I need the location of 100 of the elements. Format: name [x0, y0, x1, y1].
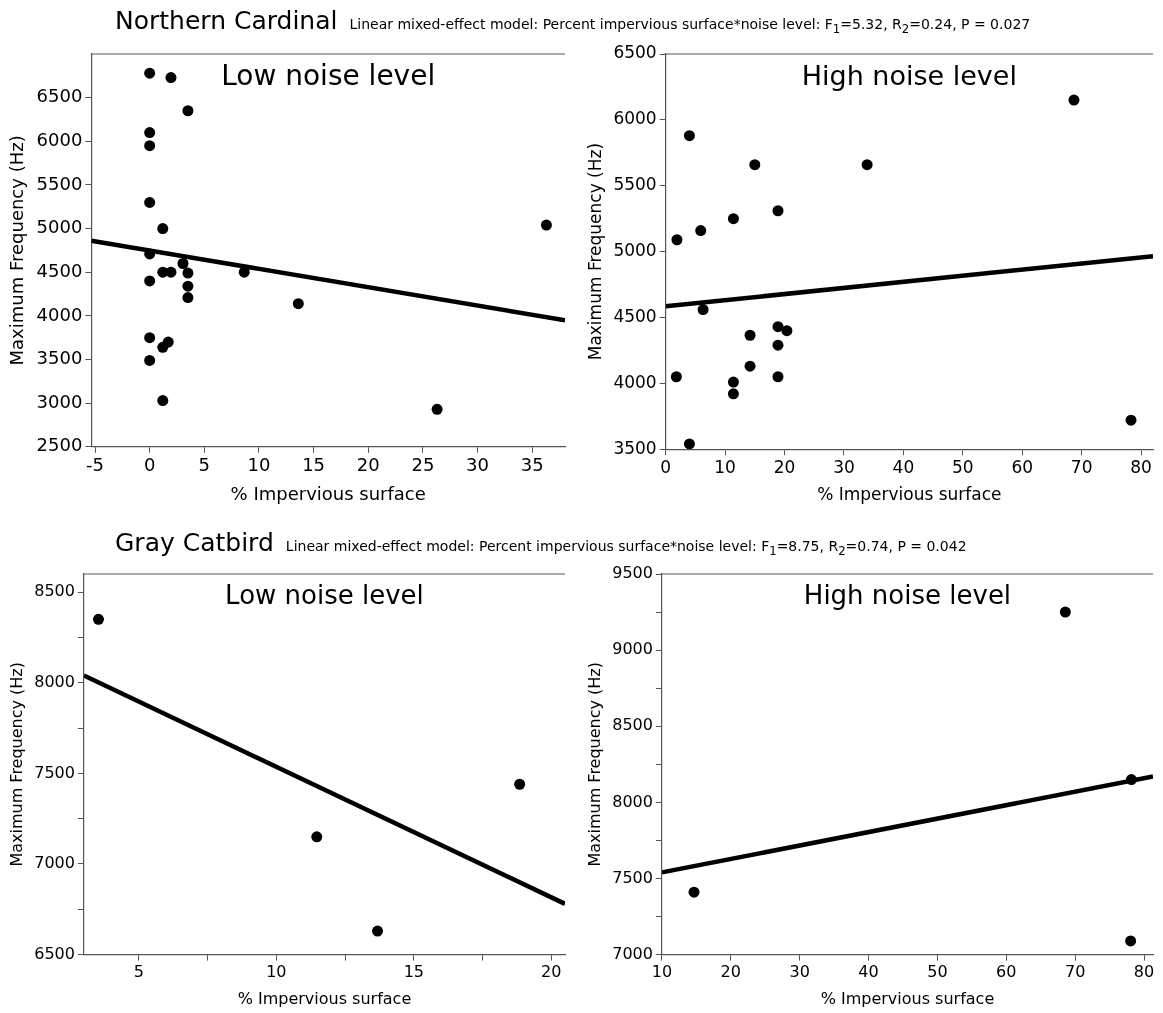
point [781, 325, 793, 337]
y-tick-label: 4000 [36, 303, 83, 325]
y-axis-title: Maximum Frequency (Hz) [6, 135, 28, 366]
point [727, 213, 739, 225]
y-tick-label: 4000 [613, 371, 657, 392]
x-axis-title: % Impervious surface [817, 484, 1002, 505]
point [157, 223, 169, 235]
y-tick-label: 3500 [613, 437, 657, 458]
y-tick-label: 3500 [36, 347, 83, 369]
point [683, 438, 695, 450]
y-tick-label: 3000 [36, 390, 83, 412]
text: Linear mixed-effect model: Percent impervious surface*noise level: F$_{1}$=5.32, R$_{2}$=0.24, P = 0.027 [349, 16, 1031, 36]
x-tick-label: 40 [858, 962, 879, 982]
point [697, 304, 709, 316]
point [292, 298, 304, 310]
point [744, 360, 756, 372]
point [670, 371, 682, 383]
x-tick-label: 30 [833, 456, 855, 477]
point [144, 196, 156, 208]
point [182, 105, 194, 117]
y-tick-label: 6000 [613, 108, 657, 129]
point [144, 275, 156, 287]
y-tick-label: 6500 [34, 943, 75, 963]
x-tick-label: 70 [1064, 962, 1086, 982]
annotation: Low noise level [225, 579, 424, 610]
point [861, 159, 873, 171]
x-tick-label: 20 [356, 454, 380, 476]
x-tick-label: 20 [541, 962, 562, 982]
point [540, 219, 552, 231]
x-tick-label: 70 [1070, 456, 1093, 477]
point [182, 280, 194, 292]
point [749, 159, 761, 171]
point [372, 925, 384, 937]
point [144, 354, 156, 366]
point [772, 205, 784, 217]
y-tick-label: 5500 [613, 174, 657, 195]
x-tick-label: 15 [403, 962, 424, 982]
point [1125, 935, 1137, 947]
x-tick-label: 30 [466, 454, 490, 476]
y-tick-label: 5000 [36, 216, 83, 238]
y-axis-title: Maximum Frequency (Hz) [584, 662, 604, 867]
point [772, 321, 784, 333]
point [772, 339, 784, 351]
x-tick-label: 35 [520, 454, 544, 476]
point [144, 332, 156, 344]
x-tick-label: 60 [1011, 456, 1034, 477]
annotation: Low noise level [221, 59, 436, 93]
y-tick-label: 4500 [36, 259, 83, 281]
y-tick-label: 7500 [34, 762, 75, 782]
y-tick-label: 2500 [36, 434, 83, 456]
chart-title: Gray Catbird [115, 528, 274, 557]
y-tick-label: 7500 [612, 867, 653, 887]
y-tick-label: 9500 [612, 563, 653, 583]
x-tick-label: 80 [1133, 962, 1155, 982]
point [671, 234, 683, 246]
point [1125, 774, 1137, 786]
y-tick-label: 5000 [613, 240, 657, 261]
x-tick-label: 10 [651, 962, 673, 982]
y-tick-label: 7000 [612, 943, 653, 963]
x-tick-label: 15 [302, 454, 326, 476]
y-tick-label: 9000 [612, 639, 653, 659]
y-tick-label: 8000 [612, 791, 653, 811]
point [144, 140, 156, 152]
y-tick-label: 6500 [613, 42, 657, 63]
x-tick-label: 30 [789, 962, 810, 982]
text: Linear mixed-effect model: Percent impervious surface*noise level: F$_{1}$=8.75, R$_{2}$=0.74, P = 0.042 [285, 538, 967, 558]
point [688, 886, 700, 898]
y-axis-title: Maximum Frequency (Hz) [584, 142, 605, 361]
point [1059, 606, 1071, 618]
x-tick-label: 80 [1130, 456, 1152, 477]
x-axis-title: % Impervious surface [230, 482, 426, 504]
point [182, 267, 194, 279]
point [683, 130, 695, 142]
y-tick-label: 8000 [34, 671, 75, 691]
point [177, 257, 189, 269]
x-tick-label: 10 [714, 456, 736, 477]
x-tick-label: 5 [198, 454, 211, 476]
annotation: High noise level [803, 579, 1012, 610]
point [431, 403, 443, 415]
point [514, 778, 526, 790]
point [1068, 94, 1080, 106]
point [162, 336, 174, 348]
chart-title: Northern Cardinal [115, 6, 338, 35]
point [182, 292, 194, 304]
x-axis-title: % Impervious surface [237, 988, 412, 1008]
point [144, 127, 156, 139]
y-tick-label: 6500 [36, 85, 83, 107]
point [744, 329, 756, 341]
point [165, 266, 177, 278]
x-tick-label: -5 [86, 454, 104, 476]
point [695, 225, 707, 237]
y-tick-label: 7000 [34, 853, 75, 873]
x-tick-label: 5 [133, 962, 144, 982]
y-tick-label: 6000 [36, 128, 83, 150]
point [165, 72, 177, 84]
x-tick-label: 20 [773, 456, 796, 477]
y-tick-label: 5500 [36, 172, 83, 194]
x-tick-label: 50 [927, 962, 948, 982]
point [1125, 414, 1137, 426]
y-axis-title: Maximum Frequency (Hz) [6, 662, 26, 867]
